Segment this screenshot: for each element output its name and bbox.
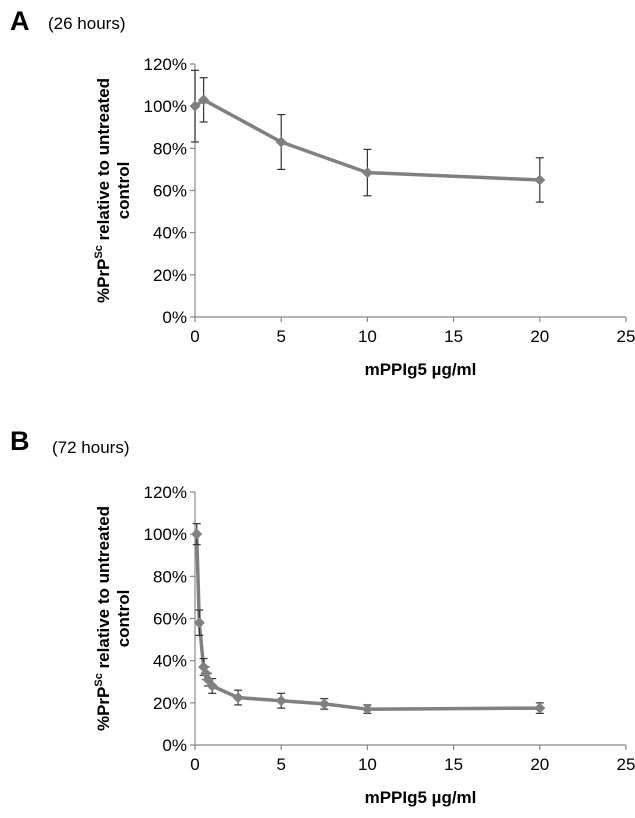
data-point bbox=[361, 167, 373, 179]
x-axis-title: mPPIg5 µg/ml bbox=[365, 360, 477, 379]
x-tick-label: 15 bbox=[444, 327, 463, 346]
data-point bbox=[534, 702, 546, 714]
panel-a-subtitle: (26 hours) bbox=[48, 14, 126, 33]
x-tick-label: 20 bbox=[530, 755, 549, 774]
y-axis-title-prefix: %PrP bbox=[94, 259, 113, 303]
y-tick-label: 60% bbox=[153, 182, 187, 201]
y-tick-label: 0% bbox=[162, 308, 187, 327]
x-tick-label: 25 bbox=[617, 327, 635, 346]
y-axis-title-suffix: relative to untreated bbox=[94, 78, 113, 245]
y-tick-label: 120% bbox=[144, 55, 187, 74]
data-point bbox=[275, 136, 287, 148]
data-point bbox=[198, 94, 210, 106]
x-tick-label: 20 bbox=[530, 327, 549, 346]
x-tick-label: 0 bbox=[190, 755, 199, 774]
y-axis-title-line1: %PrPSc relative to untreated bbox=[93, 506, 113, 731]
panel-b-letter: B bbox=[10, 426, 30, 456]
y-axis-title-superscript: Sc bbox=[93, 245, 105, 258]
y-axis-title-prefix: %PrP bbox=[94, 687, 113, 731]
y-axis-title-superscript: Sc bbox=[93, 673, 105, 686]
y-tick-label: 100% bbox=[144, 97, 187, 116]
y-tick-label: 40% bbox=[153, 224, 187, 243]
data-point bbox=[318, 698, 330, 710]
y-tick-label: 40% bbox=[153, 652, 187, 671]
data-point bbox=[189, 100, 201, 112]
y-tick-label: 0% bbox=[162, 736, 187, 755]
chart-b: 0% 20% 40% 60% 80% 100% 120% 0 5 10 15 20 25 mPPIg5 µ… bbox=[93, 483, 635, 807]
x-tick-label: 10 bbox=[358, 755, 377, 774]
data-point bbox=[191, 528, 203, 540]
x-tick-label: 25 bbox=[617, 755, 635, 774]
y-tick-label: 100% bbox=[144, 525, 187, 544]
y-axis-title-line2: control bbox=[114, 162, 133, 220]
chart-a: 0% 20% 40% 60% 80% 100% 120% 0 5 10 15 20 25 mPPIg5 µ… bbox=[93, 55, 635, 379]
x-tick-label: 5 bbox=[276, 327, 285, 346]
data-point bbox=[193, 617, 205, 629]
data-point bbox=[275, 695, 287, 707]
y-tick-label: 120% bbox=[144, 483, 187, 502]
data-point bbox=[534, 174, 546, 186]
data-point bbox=[361, 703, 373, 715]
y-tick-label: 60% bbox=[153, 610, 187, 629]
y-axis-title: %PrPSc relative to untreated control bbox=[93, 506, 133, 731]
panel-a-letter: A bbox=[10, 6, 30, 36]
y-axis-title-line1: %PrPSc relative to untreated bbox=[93, 78, 113, 303]
panel-b-subtitle: (72 hours) bbox=[52, 438, 130, 457]
data-point bbox=[232, 692, 244, 704]
y-tick-label: 80% bbox=[153, 139, 187, 158]
x-tick-label: 0 bbox=[190, 327, 199, 346]
x-axis-title: mPPIg5 µg/ml bbox=[365, 788, 477, 807]
x-tick-label: 5 bbox=[276, 755, 285, 774]
y-axis-title-suffix: relative to untreated bbox=[94, 506, 113, 673]
y-axis-title-line2: control bbox=[114, 590, 133, 648]
series-line bbox=[194, 534, 540, 711]
y-tick-label: 80% bbox=[153, 567, 187, 586]
x-tick-label: 15 bbox=[444, 755, 463, 774]
x-tick-label: 10 bbox=[358, 327, 377, 346]
y-tick-label: 20% bbox=[153, 694, 187, 713]
data-point bbox=[206, 680, 218, 692]
y-tick-label: 20% bbox=[153, 266, 187, 285]
y-axis-title: %PrPSc relative to untreated control bbox=[93, 78, 133, 303]
